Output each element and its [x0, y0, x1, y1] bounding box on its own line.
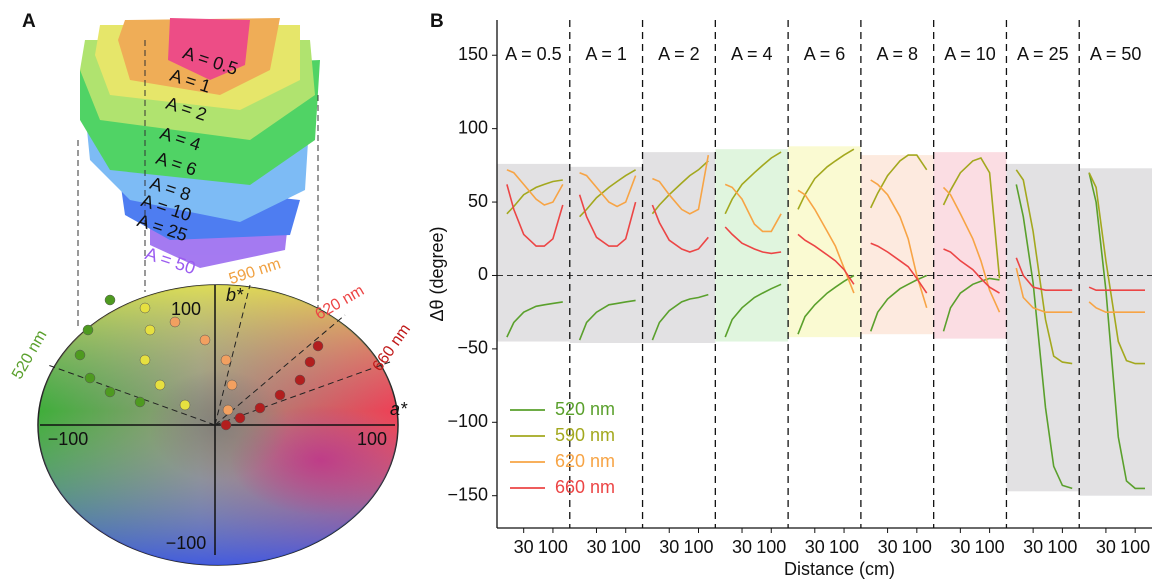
line [942, 157, 1001, 279]
wavelength-label: 620 nm [312, 282, 367, 323]
panel-title: A = 8 [877, 44, 919, 64]
line [506, 301, 563, 338]
panel-title: A = 10 [944, 44, 996, 64]
line [578, 194, 637, 247]
y-tick-label: 100 [458, 117, 488, 137]
x-tick-label: 30 [732, 537, 752, 557]
band [1006, 163, 1080, 492]
line [651, 293, 709, 341]
y-tick-label: 0 [478, 264, 488, 284]
panel-label: A [22, 11, 36, 32]
x-axis-label: Distance (cm) [784, 559, 895, 579]
line [797, 189, 855, 294]
line [724, 226, 782, 255]
line [869, 154, 928, 209]
axis-label: b* [226, 285, 244, 305]
line [579, 169, 637, 218]
y-tick-label: −150 [447, 484, 488, 504]
x-tick-label: 30 [950, 537, 970, 557]
x-tick-label: 100 [538, 537, 568, 557]
tick-label: 100 [357, 429, 387, 449]
y-axis-label: Δθ (degree) [427, 226, 447, 321]
band [788, 146, 861, 338]
x-tick-label: 30 [805, 537, 825, 557]
line [1015, 267, 1073, 313]
color-ellipse [37, 284, 399, 566]
panel-title: A = 25 [1017, 44, 1069, 64]
line [797, 233, 855, 285]
line [870, 179, 928, 309]
legend-label: 520 nm [555, 399, 615, 419]
x-tick-label: 100 [756, 537, 786, 557]
band [715, 149, 789, 342]
line [869, 274, 928, 332]
line [578, 299, 636, 341]
line [1088, 286, 1145, 291]
band [1079, 168, 1152, 496]
y-tick-label: 150 [458, 44, 488, 64]
x-tick-label: 100 [902, 537, 932, 557]
panel-label: B [430, 11, 444, 32]
x-tick-label: 100 [829, 537, 859, 557]
x-tick-label: 30 [514, 537, 534, 557]
band [933, 152, 1007, 339]
x-tick-label: 30 [659, 537, 679, 557]
panel-title: A = 4 [731, 44, 773, 64]
wavelength-label: 520 nm [9, 327, 50, 382]
line [1088, 172, 1145, 365]
x-tick-label: 100 [1120, 537, 1150, 557]
line [797, 274, 855, 335]
line [1088, 301, 1145, 313]
panel-title: A = 50 [1090, 44, 1142, 64]
line [724, 151, 782, 215]
line [724, 283, 782, 338]
band [569, 166, 643, 344]
legend-label: 660 nm [555, 477, 615, 497]
line [942, 277, 1000, 332]
y-tick-label: −50 [457, 338, 488, 358]
panel-title: A = 6 [804, 44, 846, 64]
line [506, 169, 564, 206]
tick-label: −100 [48, 429, 89, 449]
y-tick-label: 50 [468, 191, 488, 211]
line [1015, 184, 1073, 490]
legend-label: 620 nm [555, 451, 615, 471]
wavelength-label: 660 nm [369, 321, 414, 374]
x-tick-label: 30 [1096, 537, 1116, 557]
x-tick-label: 100 [1047, 537, 1077, 557]
line [943, 248, 1000, 294]
x-tick-label: 30 [1023, 537, 1043, 557]
line [579, 171, 637, 208]
x-tick-label: 100 [975, 537, 1005, 557]
y-tick-label: −100 [447, 411, 488, 431]
x-tick-label: 30 [586, 537, 606, 557]
line [506, 184, 564, 247]
band [860, 155, 934, 335]
panel-title: A = 2 [658, 44, 700, 64]
axis-label: a* [390, 399, 408, 419]
panel-title: A = 0.5 [505, 44, 562, 64]
line [651, 204, 709, 253]
tick-label: 100 [171, 299, 201, 319]
line [1015, 257, 1073, 291]
line [942, 186, 1001, 313]
x-tick-label: 100 [683, 537, 713, 557]
x-tick-label: 100 [611, 537, 641, 557]
tick-label: −100 [166, 533, 207, 553]
panel-title: A = 1 [585, 44, 627, 64]
projection-lines [77, 40, 319, 340]
x-tick-label: 30 [878, 537, 898, 557]
stack [80, 18, 320, 268]
line [724, 183, 782, 233]
line [1088, 172, 1145, 490]
line [652, 154, 710, 215]
legend-label: 590 nm [555, 425, 615, 445]
line [1015, 169, 1073, 365]
line [870, 242, 928, 294]
line [651, 160, 709, 215]
